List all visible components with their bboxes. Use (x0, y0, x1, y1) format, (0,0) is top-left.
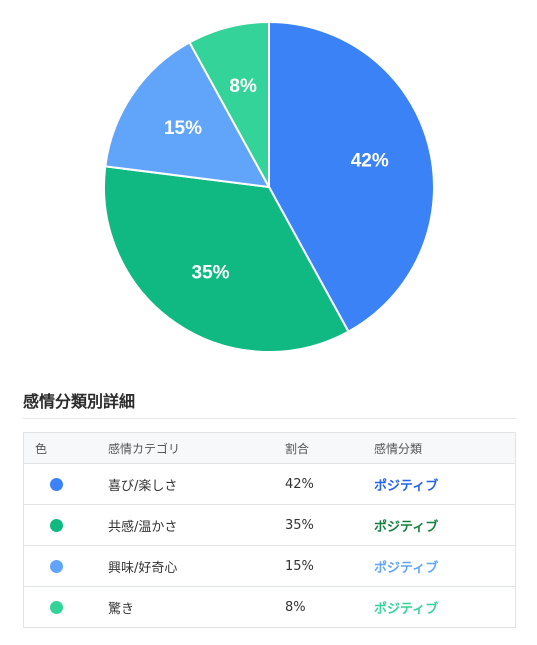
section-title: 感情分類別詳細 (23, 392, 136, 411)
section-divider (23, 418, 516, 419)
category-cell: 喜び/楽しさ (108, 463, 285, 505)
pie-slice (188, 20, 270, 188)
pie-slice-label: 42% (351, 151, 389, 172)
pie-chart-svg: 42% 35% 15% 8% (103, 20, 435, 353)
header-category: 感情カテゴリ (108, 433, 285, 464)
ratio-cell: 42% (285, 463, 374, 505)
pie-slice (103, 165, 350, 353)
pie-slice-label: 15% (164, 118, 202, 139)
emotion-detail-table: 色 感情カテゴリ 割合 感情分類 喜び/楽しさ 42% ポジティブ 共感/温かさ… (23, 432, 516, 628)
table-row: 共感/温かさ 35% ポジティブ (24, 504, 515, 546)
ratio-cell: 35% (285, 504, 374, 546)
color-dot (50, 477, 63, 491)
color-dot (50, 518, 63, 532)
table-row: 興味/好奇心 15% ポジティブ (24, 545, 515, 587)
sentiment-label: ポジティブ (374, 519, 439, 535)
pie-slice-label: 35% (192, 263, 230, 284)
sentiment-label: ポジティブ (374, 601, 439, 617)
table-row: 驚き 8% ポジティブ (24, 587, 515, 628)
pie-slice-label: 8% (229, 76, 257, 97)
category-cell: 驚き (108, 601, 135, 617)
pie-slice (104, 41, 271, 189)
color-dot (50, 600, 63, 614)
pie-slice (268, 20, 435, 333)
sentiment-label: ポジティブ (374, 478, 439, 494)
header-ratio: 割合 (285, 433, 374, 464)
pie-chart: 42% 35% 15% 8% (103, 20, 435, 353)
ratio-cell: 8% (285, 599, 306, 615)
table-header-row: 色 感情カテゴリ 割合 感情分類 (24, 433, 515, 464)
color-dot (50, 559, 63, 573)
sentiment-label: ポジティブ (374, 560, 439, 576)
ratio-cell: 15% (285, 545, 374, 587)
category-cell: 興味/好奇心 (108, 545, 285, 587)
header-color: 色 (24, 433, 108, 464)
category-cell: 共感/温かさ (108, 504, 285, 546)
header-sentiment: 感情分類 (374, 433, 515, 464)
table-row: 喜び/楽しさ 42% ポジティブ (24, 463, 515, 505)
